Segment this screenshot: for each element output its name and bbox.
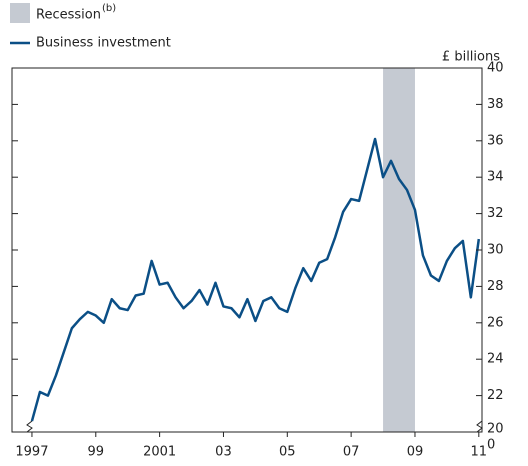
x-tick-label: 99 (88, 445, 105, 460)
y-tick-label: 28 (487, 279, 504, 294)
y-tick-label: 38 (487, 97, 504, 112)
legend-recession: Recession (36, 8, 101, 23)
legend-swatch-recession (10, 3, 30, 23)
series-line (30, 137, 481, 422)
legend-recession-note: (b) (102, 3, 116, 14)
y-tick-label: 20 (487, 422, 504, 437)
y-tick-label: 32 (487, 206, 504, 221)
legend-series: Business investment (36, 36, 171, 51)
y-tick-label: 36 (487, 133, 504, 148)
y-tick-label: 30 (487, 243, 504, 258)
x-tick-label: 2001 (143, 445, 176, 460)
x-tick-label: 1997 (15, 445, 48, 460)
y-tick-label: 26 (487, 315, 504, 330)
y-tick-label: 24 (487, 352, 504, 367)
recession-band (383, 68, 415, 432)
plot (30, 68, 481, 432)
y-unit: £ billions (442, 50, 500, 65)
x-tick-label: 11 (471, 445, 488, 460)
axis-break (26, 420, 483, 433)
x-tick-label: 03 (215, 445, 232, 460)
y-tick-label: 34 (487, 170, 504, 185)
y-break-label: 0 (487, 438, 495, 453)
x-tick-label: 05 (279, 445, 296, 460)
x-tick-label: 07 (343, 445, 360, 460)
y-tick-label: 22 (487, 388, 504, 403)
y-tick-label: 40 (487, 61, 504, 76)
x-tick-label: 09 (407, 445, 424, 460)
